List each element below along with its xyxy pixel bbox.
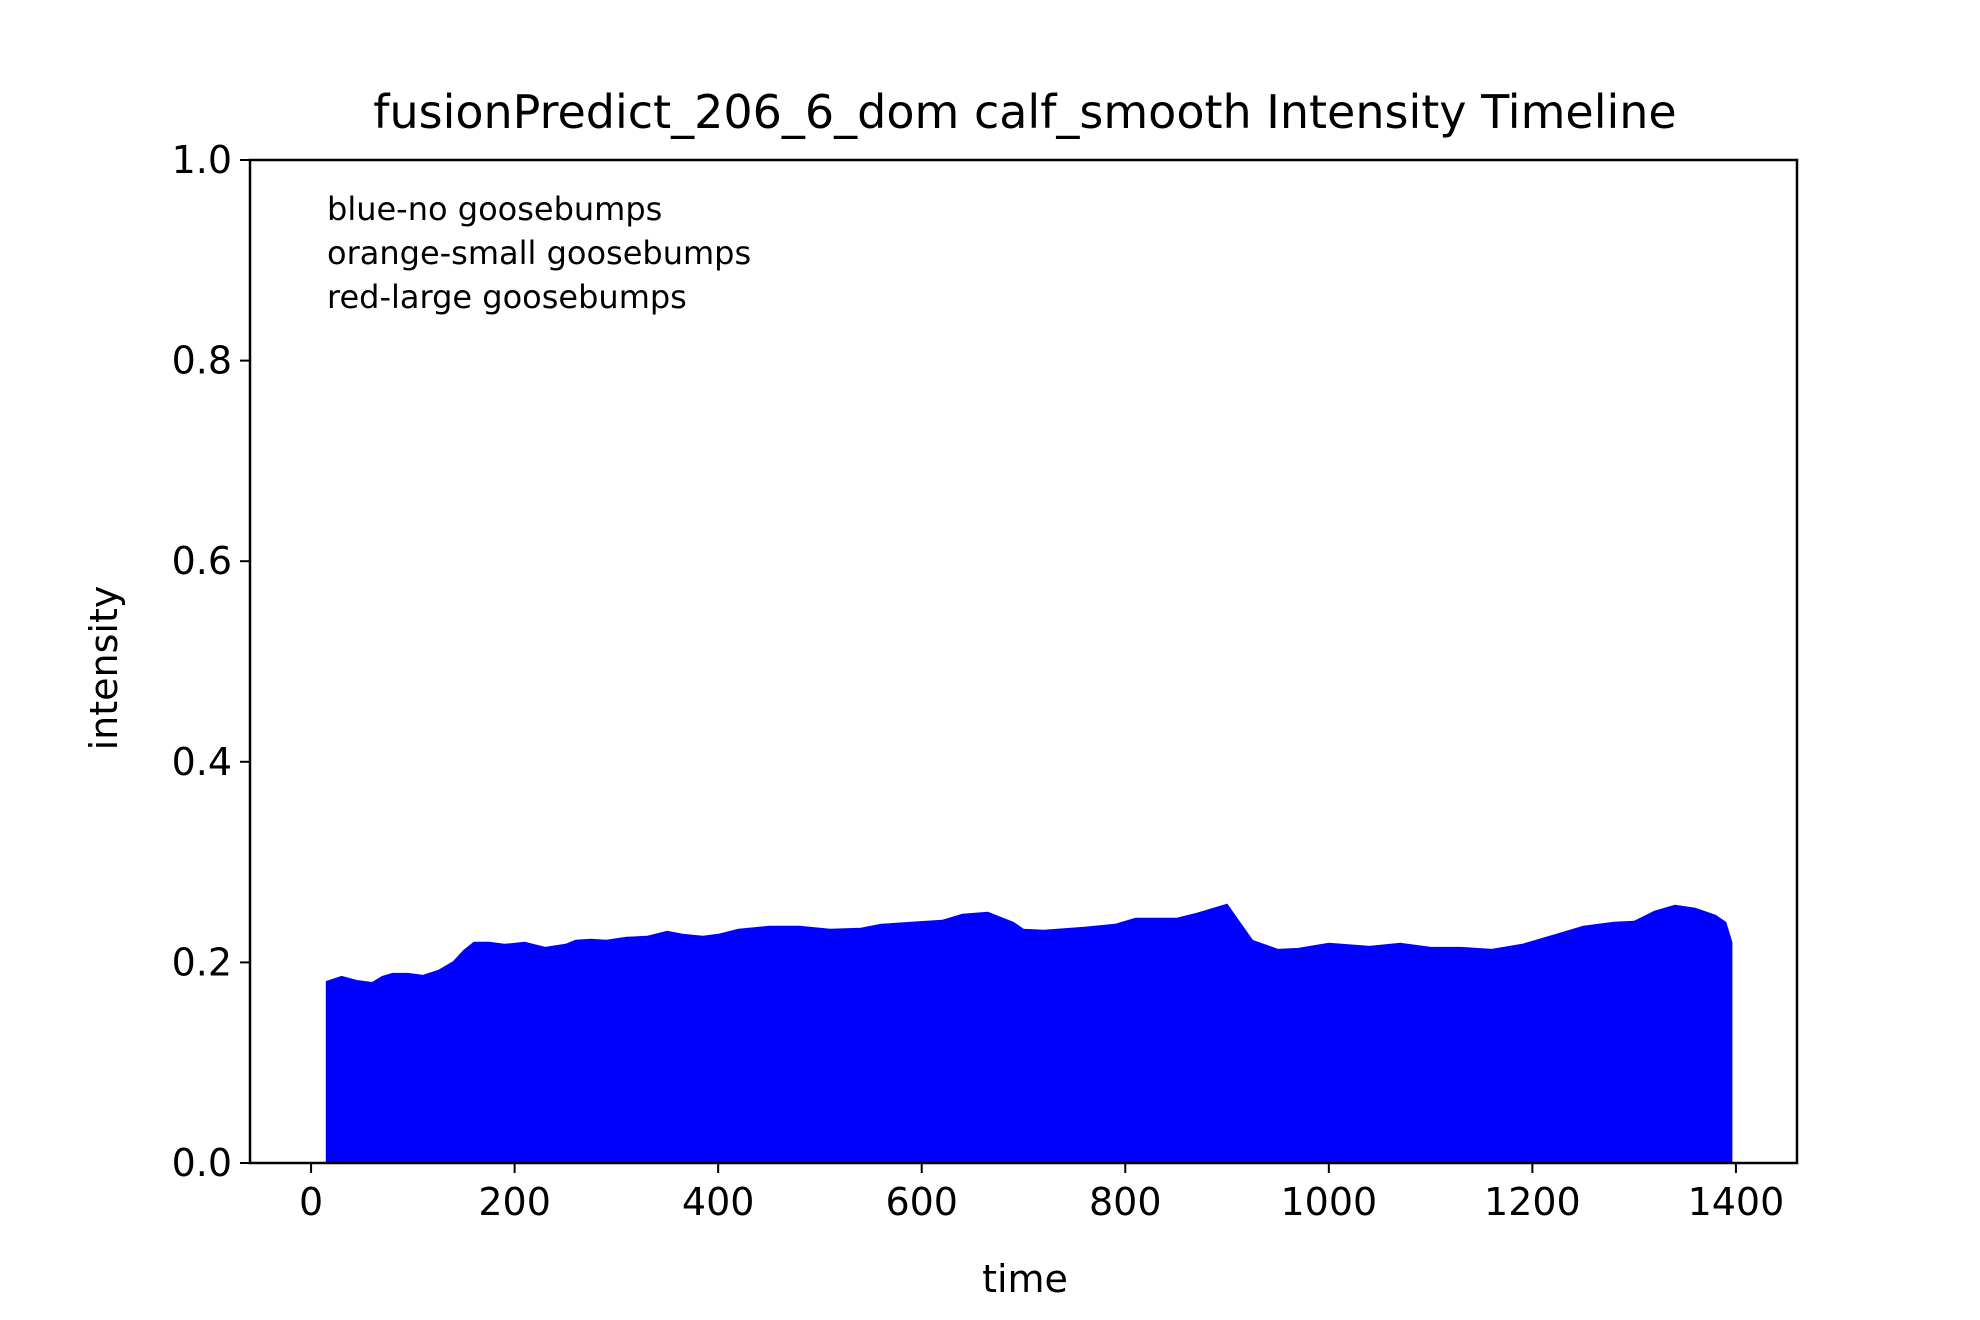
axes-frame: [248, 158, 1799, 1165]
x-tick-label: 1200: [1484, 1180, 1581, 1224]
y-tick-label: 0.0: [172, 1141, 232, 1185]
x-tick-label: 800: [1089, 1180, 1162, 1224]
y-tick-label: 0.6: [172, 539, 232, 583]
x-tick-label: 0: [299, 1180, 323, 1224]
y-tick-label: 0.4: [172, 740, 232, 784]
x-tick-label: 600: [885, 1180, 958, 1224]
x-tick-label: 1400: [1688, 1180, 1785, 1224]
annotation-line: orange-small goosebumps: [327, 234, 751, 272]
y-axis-label: intensity: [82, 586, 126, 751]
x-tick-label: 200: [478, 1180, 551, 1224]
x-tick-label: 1000: [1280, 1180, 1377, 1224]
y-tick-label: 1.0: [172, 138, 232, 182]
x-tick-label: 400: [682, 1180, 755, 1224]
area-series-0: [325, 903, 1733, 1164]
y-tick-label: 0.8: [172, 339, 232, 383]
annotation-line: blue-no goosebumps: [327, 190, 662, 228]
y-axis: 0.0 0.2 0.4 0.6 0.8 1.0: [172, 138, 250, 1185]
x-axis-label: time: [982, 1257, 1068, 1301]
x-axis: 0 200 400 600 800 1000 1200 1400: [299, 1163, 1784, 1224]
plot-area: [325, 903, 1733, 1164]
y-tick-label: 0.2: [172, 940, 232, 984]
color-key-annotation: blue-no goosebumps orange-small goosebump…: [327, 190, 751, 316]
chart-title: fusionPredict_206_6_dom calf_smooth Inte…: [373, 85, 1676, 139]
annotation-line: red-large goosebumps: [327, 278, 687, 316]
